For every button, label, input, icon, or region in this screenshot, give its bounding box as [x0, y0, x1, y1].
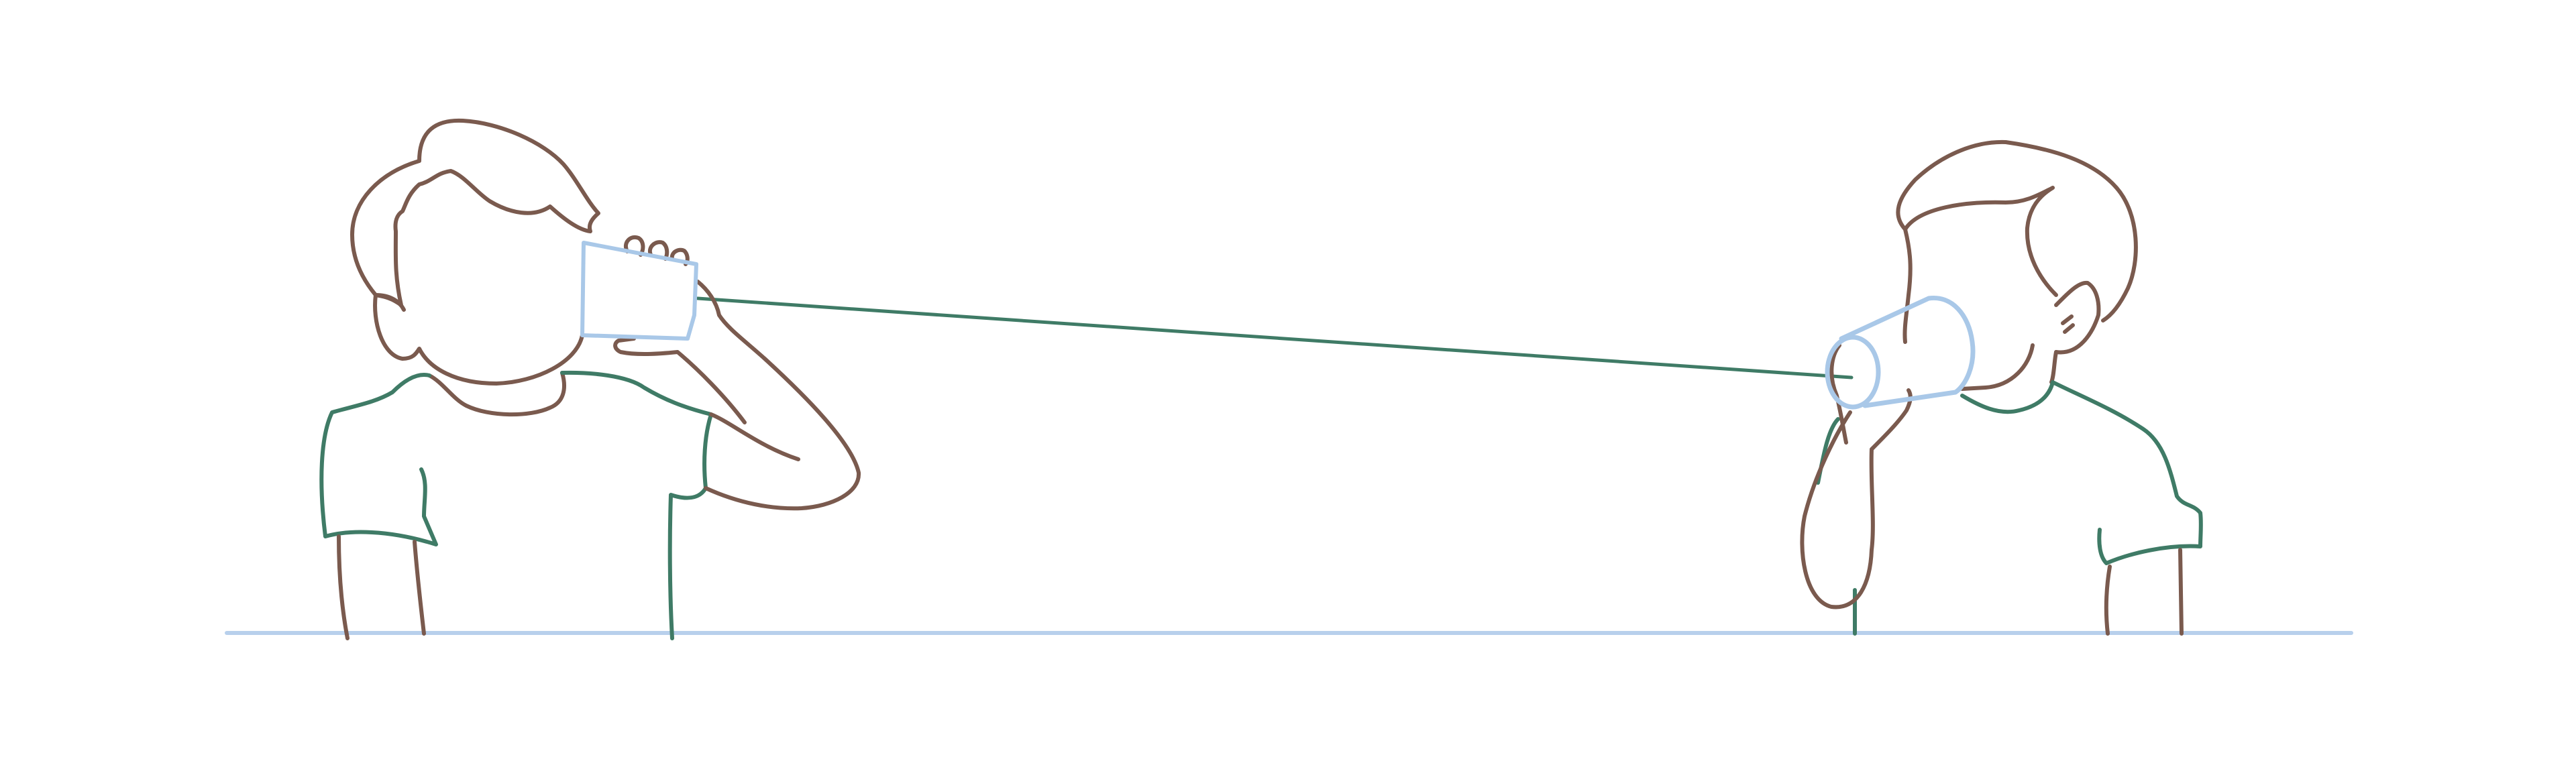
right-person-cup-icon: [1839, 295, 1976, 408]
right-person-torso-right: [2178, 548, 2184, 636]
left-person-torso-mid: [413, 540, 426, 636]
right-person: [1800, 139, 2203, 636]
right-person-shirt: [1960, 380, 2203, 565]
left-person-hair: [350, 118, 600, 307]
left-person-forearm-inner: [613, 337, 747, 424]
left-person-neck: [427, 371, 566, 417]
left-person-shirt-right: [560, 370, 713, 640]
left-person-torso-left: [337, 534, 350, 640]
left-person-shirt: [319, 373, 438, 546]
right-person-face: [1902, 227, 2035, 391]
right-person-cup-rim-icon: [1825, 335, 1881, 410]
right-person-hair: [1896, 139, 2138, 323]
left-person-face: [373, 293, 584, 386]
left-person-cup-icon: [580, 241, 698, 341]
right-person-ear: [2054, 280, 2101, 355]
right-person-arm: [1800, 343, 1913, 609]
right-person-torso-left: [2104, 565, 2112, 636]
left-person-ear: [374, 293, 406, 312]
left-person-arm: [696, 280, 861, 511]
right-person-neck: [2049, 350, 2058, 384]
telephone-string: [696, 296, 1854, 380]
left-person: [319, 118, 861, 640]
